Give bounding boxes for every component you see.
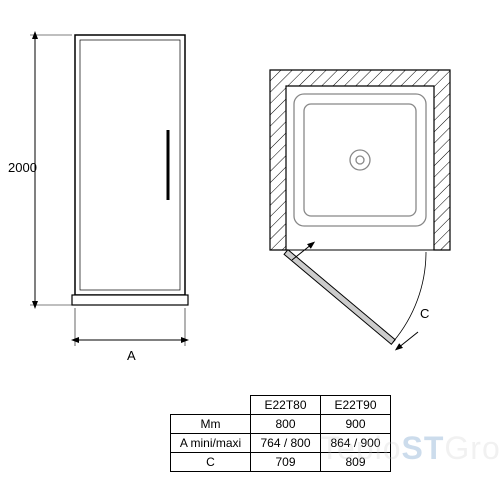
dim-width [75,308,185,346]
wm-part-1: ST [402,430,445,466]
wm-part-0: Teplo [320,430,402,466]
table-corner [171,396,251,415]
row-label: C [171,453,251,472]
row-label: Mm [171,415,251,434]
wm-part-2: Group [444,430,500,466]
row-label: A mini/maxi [171,434,251,453]
dim-swing-label: C [420,306,429,321]
watermark: TeploSTGroup [320,430,500,467]
col-head-0: E22T80 [251,396,321,415]
dim-height-label: 2000 [8,160,37,175]
dim-width-label: A [127,348,136,363]
col-head-1: E22T90 [321,396,391,415]
table-header-row: E22T80 E22T90 [171,396,391,415]
cell: 709 [251,453,321,472]
elevation-view [72,35,188,305]
cell: 800 [251,415,321,434]
cell: 764 / 800 [251,434,321,453]
